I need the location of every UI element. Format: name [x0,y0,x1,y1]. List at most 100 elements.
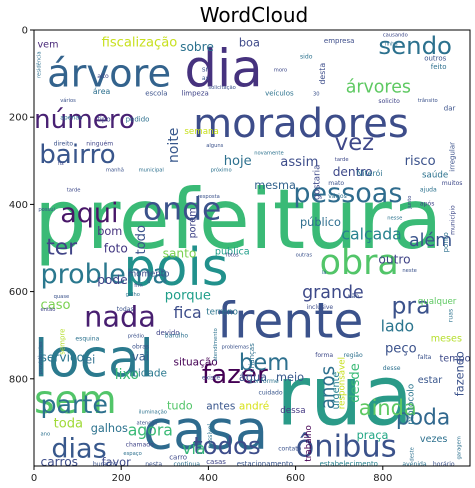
word-40: noite [166,128,182,163]
word-70: carros [41,455,79,469]
word-4: local [34,330,154,390]
word-53: mesma [254,179,296,192]
word-18: todos [193,431,261,460]
word-123: continua [174,461,201,468]
word-60: lei [82,354,95,367]
word-80: saúde [422,170,448,180]
word-1: rua [276,348,413,445]
word-113: todas [117,306,134,313]
word-105: pedido [126,116,150,124]
word-21: bairro [39,140,115,170]
word-79: publica [215,247,250,258]
word-132: falta [418,354,432,361]
word-170: desse [383,365,401,372]
word-144: linha [385,41,398,47]
plot-frame [33,29,471,467]
word-15: parte [41,390,108,419]
word-163: providências [37,341,44,374]
word-101: estabelecimento [320,460,378,468]
word-102: avenida [402,461,427,468]
word-104: alto [97,73,109,80]
word-141: solicito [378,98,400,105]
word-157: tarde [67,187,81,193]
word-57: água [239,371,267,384]
word-9: sem [34,378,117,423]
word-72: bom [97,225,122,238]
word-65: tudo [167,399,193,412]
word-38: fica [174,303,202,322]
word-22: aqui [60,198,118,229]
word-20: número [34,105,135,135]
word-layer: prefeituraruapoisfrentelocalmoradoresdia… [34,31,471,469]
word-89: responsável [337,357,347,409]
word-165: ano [41,432,51,438]
word-7: árvore [47,52,171,97]
word-142: trânsito [418,97,438,104]
word-169: outras [296,253,313,259]
word-128: inclusive [307,304,334,311]
word-36: via [182,439,205,458]
word-135: mato [328,180,344,187]
word-130: forma [315,352,333,359]
word-85: vezes [420,434,448,445]
word-54: santo [163,247,197,261]
word-167: novamente [254,150,283,156]
word-39: porque [165,288,211,303]
word-153: atenção [137,421,158,427]
word-92: gostaria [313,165,323,200]
word-176: garagem [456,436,462,459]
word-68: toda [54,417,83,432]
word-3: frente [217,292,363,349]
word-114: devido [156,329,180,337]
word-147: ponto [442,232,450,252]
word-125: contato [278,446,301,453]
x-axis: 0 200 400 600 800 [31,466,392,484]
word-145: sido [300,53,313,60]
y-tick-label-4: 800 [9,374,28,385]
word-75: todo [134,225,149,254]
word-179: atendimento [213,328,219,361]
word-151: chamado [126,441,154,448]
word-95: limpeza [181,89,208,97]
word-61: vai [132,351,149,364]
word-87: urgente [331,372,342,410]
word-41: assim [280,155,318,170]
word-26: ter [46,236,77,261]
word-122: nesta [145,461,162,468]
word-11: onde [143,192,221,228]
word-83: estar [418,375,443,386]
word-131: região [344,352,363,359]
word-111: av [202,75,210,82]
word-173: galho [126,292,140,298]
word-66: antes [206,400,235,412]
word-27: bem [239,350,289,376]
word-161: quase [54,294,70,300]
word-119: conforme [250,378,279,385]
word-76: momento [128,269,170,279]
word-34: anos [318,366,339,410]
word-138: muitos [442,180,463,187]
x-tick-label-0: 0 [31,473,37,484]
word-59: serviço [41,350,85,364]
word-50: peço [385,342,417,357]
word-156: municipal [139,168,164,174]
word-91: dessa [280,406,305,416]
word-97: área [93,87,111,96]
word-116: barulho [165,332,189,339]
word-186: neste [402,268,416,274]
word-84: praça [357,429,389,442]
word-74: porém [186,207,198,238]
word-164: fiz [58,161,64,167]
word-28: árvores [346,77,411,97]
word-73: público [300,216,341,229]
word-30: grande [302,283,364,303]
word-112: desta [318,63,327,85]
x-tick-label-3: 600 [286,473,305,484]
word-158: possui [38,207,55,213]
word-32: calçada [341,224,401,243]
y-tick-label-3: 600 [9,287,28,298]
word-64: cidade [132,368,167,380]
word-108: direito [54,141,74,148]
word-98: irregular [449,142,457,172]
